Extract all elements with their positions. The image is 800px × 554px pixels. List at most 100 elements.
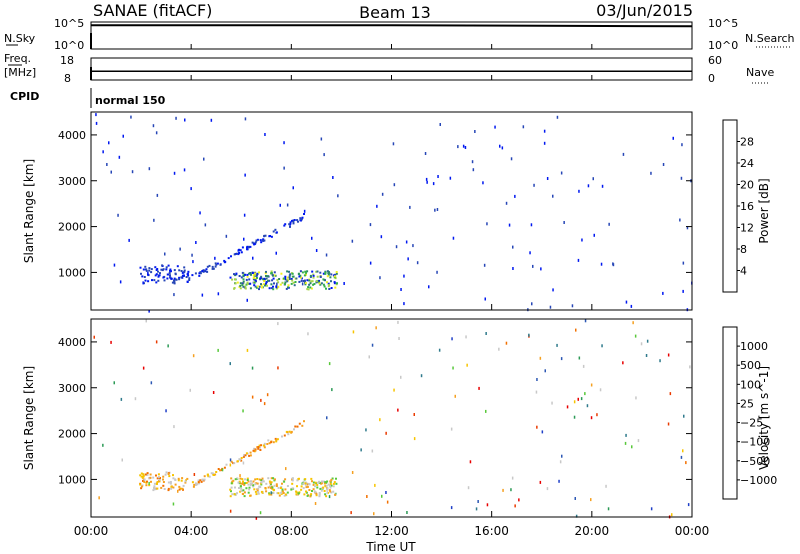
echo-cell bbox=[146, 473, 149, 476]
noise-cell bbox=[498, 347, 500, 351]
echo-cell bbox=[150, 271, 153, 274]
noise-cell bbox=[393, 183, 396, 187]
echo-cell bbox=[316, 486, 319, 489]
echo-cell bbox=[311, 280, 314, 283]
echo-cell bbox=[324, 485, 327, 487]
echo-cell bbox=[294, 281, 297, 283]
echo-cell bbox=[286, 485, 289, 487]
echo-cell bbox=[231, 278, 234, 281]
noise-cell bbox=[145, 319, 147, 323]
noise-cell bbox=[331, 388, 333, 392]
date-title: 03/Jun/2015 bbox=[596, 1, 693, 20]
noise-cell bbox=[514, 194, 516, 198]
noise-cell bbox=[172, 502, 175, 506]
echo-cell bbox=[276, 279, 279, 281]
noise-cell bbox=[544, 369, 546, 373]
echo-cell bbox=[268, 480, 271, 483]
echo-cell bbox=[273, 489, 275, 492]
echo-cell bbox=[214, 265, 217, 268]
echo-cell bbox=[242, 455, 245, 458]
echo-cell bbox=[183, 266, 186, 269]
echo-cell bbox=[260, 479, 263, 481]
noise-cell bbox=[110, 340, 112, 344]
echo-cell bbox=[246, 248, 249, 251]
echo-cell bbox=[324, 279, 326, 282]
noise-cell bbox=[671, 513, 673, 517]
noise-cell bbox=[351, 471, 354, 474]
echo-cell bbox=[330, 484, 333, 487]
echo-cell bbox=[229, 276, 232, 279]
noise-cell bbox=[244, 173, 246, 177]
echo-cell bbox=[283, 434, 286, 437]
echo-cell bbox=[201, 478, 204, 481]
noise-cell bbox=[436, 270, 438, 274]
noise-cell bbox=[571, 304, 574, 308]
noise-cell bbox=[511, 476, 514, 480]
echo-cell bbox=[310, 477, 313, 480]
echo-cell bbox=[143, 282, 145, 285]
noise-cell bbox=[512, 267, 514, 270]
noise-cell bbox=[630, 304, 633, 308]
echo-cell bbox=[186, 273, 189, 276]
echo-cell bbox=[232, 479, 235, 482]
nsky-strip: N.Sky 10^5 10^0 10^5 10^0 N.Search bbox=[4, 17, 795, 52]
echo-cell bbox=[280, 485, 283, 488]
noise-cell bbox=[191, 253, 193, 257]
echo-cell bbox=[230, 255, 232, 258]
noise-cell bbox=[371, 343, 374, 347]
echo-cell bbox=[227, 257, 230, 260]
echo-cell bbox=[278, 494, 281, 497]
echo-cell bbox=[230, 490, 232, 493]
echo-cell bbox=[311, 480, 313, 483]
noise-cell bbox=[379, 418, 381, 422]
noise-cell bbox=[193, 473, 196, 476]
echo-cell bbox=[198, 482, 201, 485]
echo-cell bbox=[142, 473, 145, 476]
velocity-panel: 1000 2000 3000 4000 Slant Range [km] 1000 50… bbox=[22, 318, 777, 520]
x-axis-label: Time UT bbox=[365, 540, 416, 554]
echo-cell bbox=[335, 482, 338, 485]
echo-cell bbox=[156, 481, 159, 483]
echo-cell bbox=[173, 282, 176, 285]
echo-cell bbox=[249, 272, 252, 274]
echo-cell bbox=[244, 478, 247, 481]
velocity-y-ticks: 1000 2000 3000 4000 bbox=[58, 336, 692, 486]
power-cbar-label: Power [dB] bbox=[757, 178, 771, 243]
echo-cell bbox=[313, 490, 316, 493]
echo-cell bbox=[253, 447, 256, 450]
noise-cell bbox=[685, 461, 687, 465]
echo-cell bbox=[335, 271, 338, 273]
echo-cell bbox=[253, 275, 256, 278]
echo-cell bbox=[238, 482, 241, 485]
noise-cell bbox=[118, 155, 121, 159]
echo-cell bbox=[245, 482, 248, 484]
echo-cell bbox=[265, 277, 268, 280]
noise-cell bbox=[225, 234, 228, 238]
noise-cell bbox=[672, 136, 674, 140]
echo-cell bbox=[260, 284, 263, 287]
noise-cell bbox=[680, 455, 683, 459]
noise-cell bbox=[266, 393, 269, 397]
echo-cell bbox=[321, 480, 323, 483]
echo-cell bbox=[282, 277, 285, 280]
echo-cell bbox=[256, 446, 259, 449]
echo-cell bbox=[318, 493, 321, 496]
noise-cell bbox=[201, 293, 204, 297]
echo-cell bbox=[248, 488, 251, 491]
echo-cell bbox=[184, 481, 187, 484]
echo-cell bbox=[320, 482, 323, 485]
velocity-plot-area bbox=[91, 319, 692, 517]
echo-cell bbox=[167, 487, 170, 490]
echo-cell bbox=[281, 482, 283, 485]
noise-cell bbox=[608, 222, 610, 226]
noise-cell bbox=[246, 348, 249, 352]
noise-cell bbox=[428, 285, 430, 289]
echo-cell bbox=[246, 281, 249, 284]
echo-cell bbox=[255, 286, 258, 289]
noise-cell bbox=[686, 226, 689, 230]
noise-cell bbox=[522, 125, 525, 129]
echo-cell bbox=[314, 491, 317, 494]
echo-cell bbox=[240, 482, 243, 485]
noise-cell bbox=[369, 261, 372, 265]
